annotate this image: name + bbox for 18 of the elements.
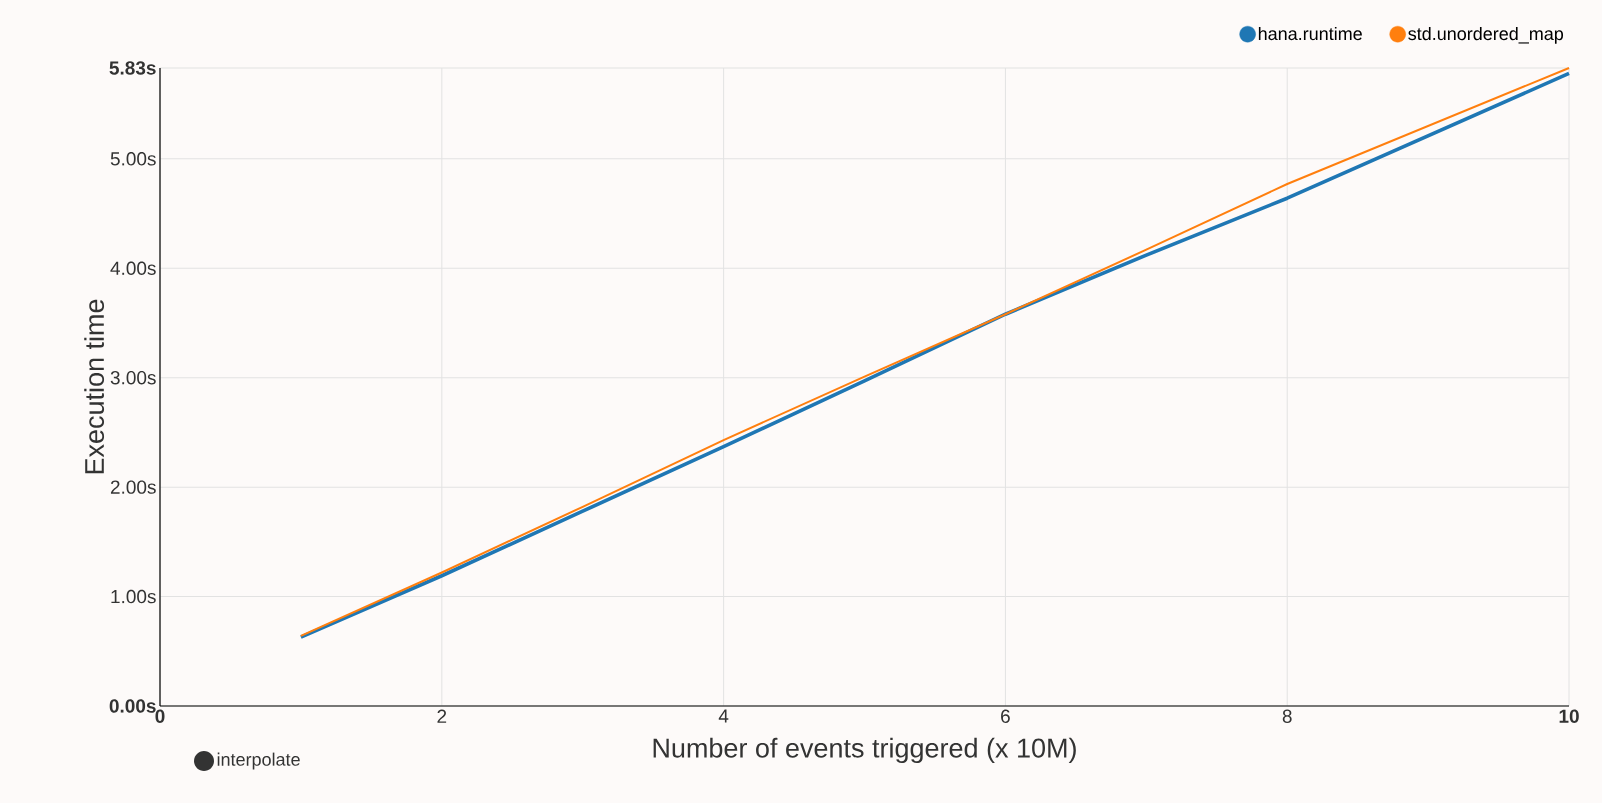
y-tick-label: 4.00s	[110, 261, 156, 275]
y-tick-label: 1.00s	[111, 589, 156, 604]
x-tick-label: 10	[1559, 709, 1579, 723]
legend-label: std.unordered_map	[1408, 26, 1564, 44]
x-tick-label: 6	[1001, 709, 1010, 723]
y-tick-label: 5.00s	[110, 152, 156, 166]
y-tick-label: 5.83s	[109, 61, 156, 75]
text: interpolate	[217, 752, 300, 770]
x-tick-label: 4	[718, 709, 729, 723]
y-tick-label: 3.00s	[110, 370, 156, 385]
legend-label: hana.runtime	[1258, 26, 1362, 41]
y-axis-title: Execution time	[84, 299, 105, 474]
x-tick-label: 2	[437, 709, 447, 723]
x-tick-label: 0	[155, 709, 165, 723]
x-axis-title: Number of events triggered (x 10M)	[653, 737, 1076, 764]
y-tick-label: 0.00s	[109, 699, 156, 713]
x-tick-label: 8	[1282, 709, 1292, 723]
y-tick-label: 2.00s	[110, 480, 156, 494]
